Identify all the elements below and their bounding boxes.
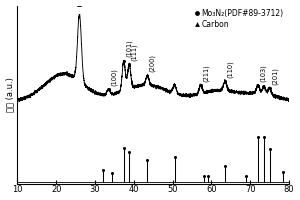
- Text: (201): (201): [272, 67, 278, 85]
- Y-axis label: 强度 (a.u.): 强度 (a.u.): [6, 77, 15, 112]
- Text: (111): (111): [131, 43, 138, 61]
- Text: (200): (200): [149, 54, 156, 72]
- Text: (103): (103): [260, 64, 266, 82]
- Text: (211): (211): [202, 64, 209, 82]
- Text: (101): (101): [126, 40, 132, 57]
- Text: (110): (110): [227, 60, 233, 78]
- Legend: Mo₃N₂(PDF#89-3712), Carbon: Mo₃N₂(PDF#89-3712), Carbon: [194, 8, 285, 31]
- Text: (100): (100): [110, 68, 117, 86]
